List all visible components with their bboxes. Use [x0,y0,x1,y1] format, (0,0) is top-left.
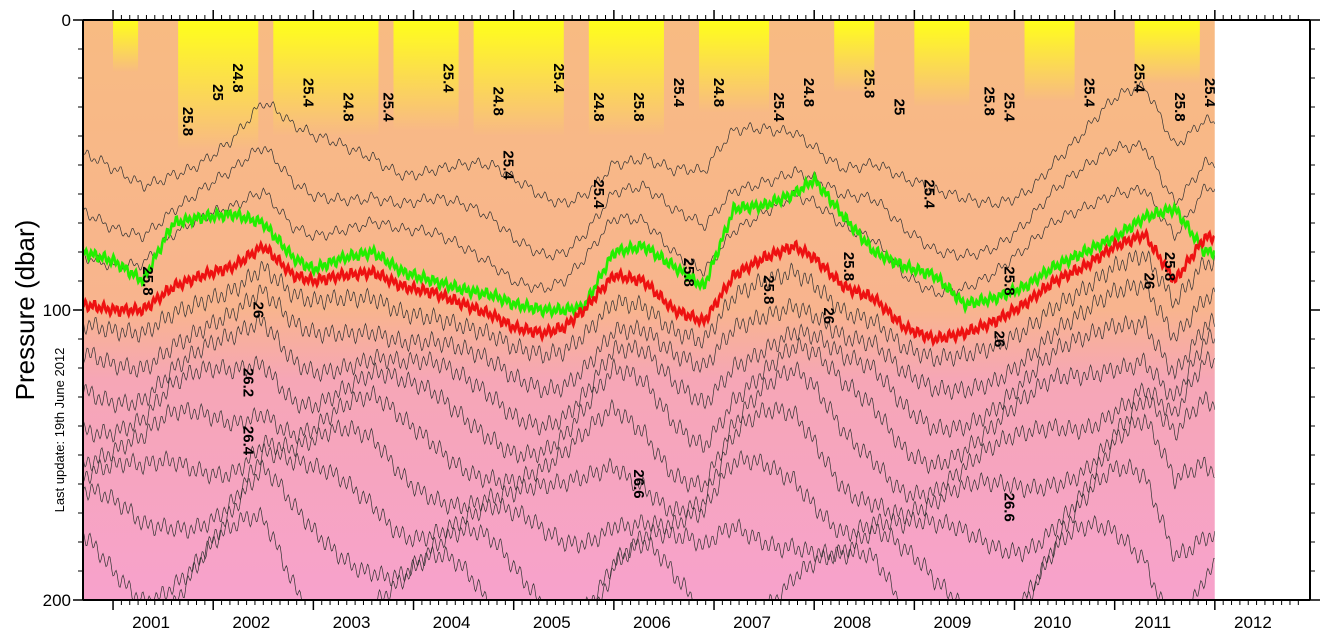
y-tick-label: 100 [43,301,71,320]
contour-label: 25 [209,84,226,101]
contour-label: 25.8 [860,69,877,98]
yellow-band-5 [588,20,664,136]
x-tick-label: 2005 [533,613,571,632]
contour-label: 25.8 [680,258,697,287]
contour-red-26 [83,227,1216,348]
x-tick-label: 2002 [232,613,270,632]
contour-label: 25.4 [1081,78,1098,108]
contour-label: 25.4 [590,179,607,209]
contour-label: 24.8 [800,78,817,107]
low-density-fill [113,20,1200,151]
contour-label: 25.4 [440,63,457,93]
contour-label: 24.8 [590,92,607,121]
x-tick-label: 2011 [1135,613,1172,632]
contour-label: 25.4 [1201,78,1218,108]
contour-label: 25.8 [1001,266,1018,295]
thin-contour-5 [83,312,1216,438]
contour-label: 26.4 [239,426,256,456]
contour-label: 25.8 [139,266,156,295]
thin-contour-2 [83,183,1216,298]
y-tick-label: 0 [62,11,71,30]
contour-label: 25.4 [380,92,397,122]
x-tick-label: 2003 [333,613,371,632]
yellow-band-8 [914,20,970,107]
contour-label: 24.8 [490,87,507,116]
thin-contour-8 [83,390,1216,525]
yellow-band-0 [113,20,139,73]
y-axis: 0 100 200 [43,11,1320,610]
contour-label: 25.4 [770,92,787,122]
x-tick-label: 2004 [433,613,471,632]
yellow-band-7 [834,20,875,93]
highlighted-contour-lines [83,170,1216,348]
contour-label: 25.4 [500,150,517,180]
contour-label: 26.2 [239,368,256,397]
x-tick-label: 2009 [933,613,971,632]
contour-label: 25.8 [981,87,998,116]
x-tick-label: 2010 [1034,613,1072,632]
contour-label: 26 [1141,273,1158,290]
no-data-area [1214,20,1266,600]
contour-label: 24.8 [339,92,356,121]
plot-area: 24.825 25.4 24.8 25.425.424.825.425.424.825… [83,20,1266,600]
thin-contour-lines [83,80,1216,600]
contour-label: 26 [820,307,837,324]
contour-label: 25 [890,99,907,116]
yellow-band-1 [178,20,259,151]
contour-label: 26.6 [1001,493,1018,522]
thin-contour-9 [83,413,1215,563]
yellow-band-10 [1134,20,1200,84]
x-tick-label: 2008 [833,613,871,632]
yellow-band-4 [473,20,564,136]
contour-label: 25.8 [179,107,196,136]
x-tick-label: 2006 [633,613,671,632]
x-axis: 2001 2002 2003 2004 2005 2006 2007 2008 2009 2010… [112,10,1299,632]
contour-label: 25.4 [550,63,567,93]
contour-label: 25.8 [1171,92,1188,121]
contour-label: 25.4 [920,179,937,209]
contour-green-25-8 [83,170,1216,320]
y-tick-label: 200 [43,591,71,610]
thin-contour-4 [83,278,1216,401]
x-tick-label: 2007 [733,613,771,632]
contour-label: 25.8 [840,252,857,281]
contour-labels: 24.825 25.4 24.8 25.425.424.825.425.424.825… [139,63,1238,521]
thin-contour-6 [83,328,1216,475]
contour-label: 24.8 [229,63,246,92]
contour-label: 25.4 [1131,63,1148,93]
contour-label: 24.8 [710,78,727,107]
contour-label: 25.8 [1161,252,1178,281]
yellow-band-2 [273,20,379,136]
contour-label: 26.6 [630,469,647,498]
yellow-band-9 [1024,20,1075,102]
contour-label: 25.4 [670,78,687,108]
thin-contour-10 [83,458,1216,600]
contour-label: 26 [249,302,266,319]
contour-label: 25.4 [1001,92,1018,122]
contour-label: 25.8 [760,275,777,304]
thin-contour-11 [83,506,1215,600]
x-tick-label: 2012 [1234,613,1272,632]
x-tick-label: 2001 [132,613,170,632]
contour-label: 26 [991,331,1008,348]
thin-contour-0 [83,80,1216,209]
contour-label: 25.8 [630,92,647,121]
thin-contour-7 [83,350,1216,505]
thin-contour-3 [83,249,1216,368]
last-update-note: Last update: 19th June 2012 [52,348,67,513]
y-axis-label: Pressure (dbar) [10,220,40,401]
thin-contour-1 [83,140,1216,261]
contour-label: 25.4 [299,78,316,108]
yellow-band-6 [699,20,770,113]
yellow-band-3 [393,20,459,131]
